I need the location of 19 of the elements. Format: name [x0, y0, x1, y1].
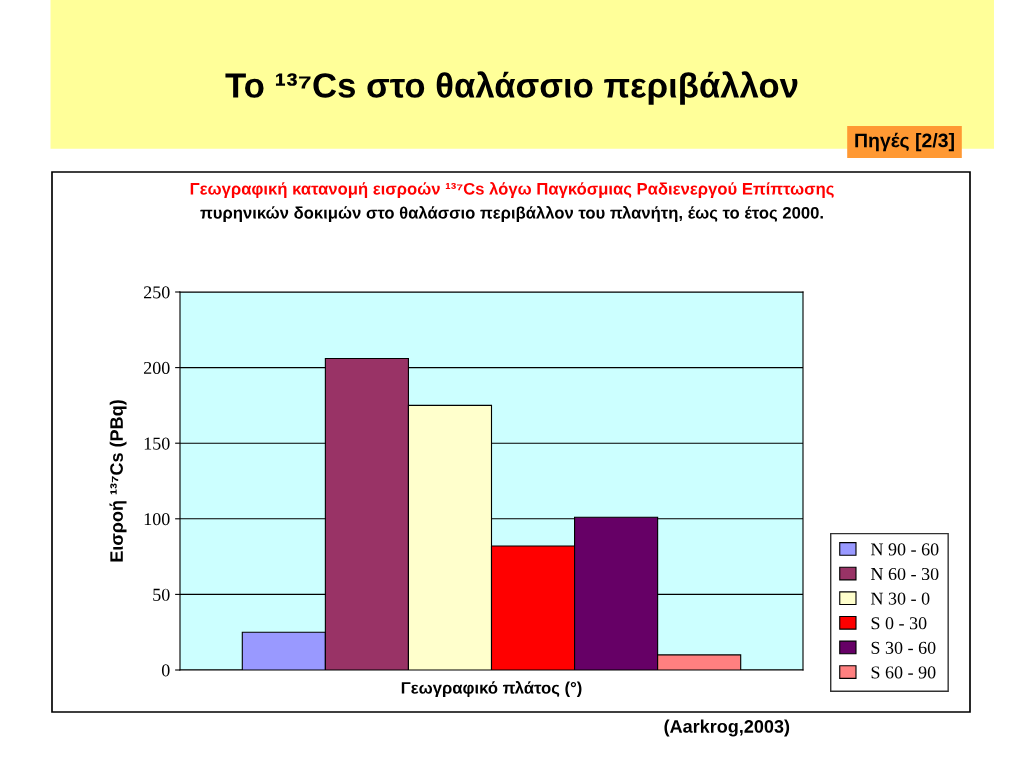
y-tick-label: 250: [143, 286, 170, 299]
text: Γεωγραφική κατανομή εισροών ¹³⁷Cs λόγω Παγκόσμιας Ραδιενεργού Επίπτωσης: [190, 182, 834, 198]
y-tick-label: 0: [161, 664, 170, 677]
text: Πηγές [2/3]: [855, 132, 954, 152]
y-tick-label: 200: [143, 361, 170, 375]
legend-label: N 90 - 60: [870, 543, 939, 556]
y-tick-label: 150: [144, 437, 170, 450]
y-tick-label: 100: [144, 513, 170, 526]
legend-label: S 30 - 60: [871, 641, 936, 654]
legend-label: N 60 - 30: [870, 567, 939, 581]
legend-label: N 30 - 0: [870, 592, 930, 605]
y-axis-title: Εισροή ¹³⁷Cs (PBq): [109, 400, 127, 562]
text: πυρηνικών δοκιμών στο θαλάσσιο περιβάλλον του πλανήτη, έως το έτος 2000.: [200, 206, 823, 222]
x-axis-title: Γεωγραφικό πλάτος (°): [401, 681, 582, 698]
legend-label: S 0 - 30: [871, 617, 927, 630]
chart-title: Το ¹³⁷Cs στο θαλάσσιο περιβάλλον: [225, 71, 798, 105]
text: (Aarkrog,2003): [664, 719, 790, 737]
legend-label: S 60 - 90: [871, 666, 936, 679]
y-tick-label: 50: [153, 588, 170, 601]
